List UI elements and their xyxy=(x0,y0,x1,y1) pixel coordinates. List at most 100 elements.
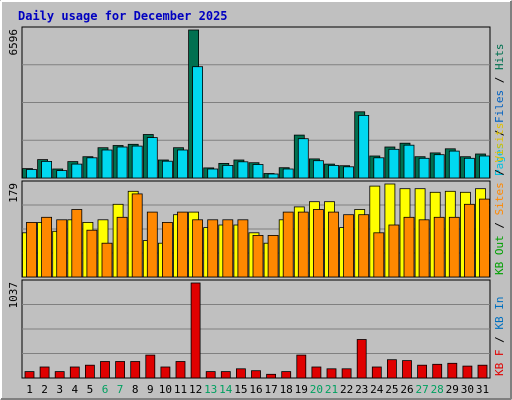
bar-sites xyxy=(56,219,68,278)
x-tick-label: 16 xyxy=(249,383,262,396)
bar-files xyxy=(403,144,415,179)
bar-files xyxy=(448,150,460,179)
bar-files xyxy=(282,168,294,179)
bar-kb-f xyxy=(115,361,125,379)
x-tick-label: 13 xyxy=(204,383,217,396)
bar-sites xyxy=(388,224,400,278)
panel-legend: KB F / KB In xyxy=(493,297,506,377)
x-tick-label: 19 xyxy=(295,383,308,396)
bar-sites xyxy=(192,219,204,278)
bar-kb-f xyxy=(386,359,397,379)
max-value-label: 6596 xyxy=(7,29,20,56)
bar-kb-f xyxy=(54,371,65,379)
bar-kb-f xyxy=(477,364,488,379)
bar-files xyxy=(479,155,490,179)
bar-sites xyxy=(373,232,385,278)
bar-files xyxy=(146,137,158,179)
bar-sites xyxy=(479,198,490,278)
x-tick-label: 18 xyxy=(280,383,293,396)
bar-kb-f xyxy=(190,282,201,379)
bar-kb-f xyxy=(356,339,367,379)
bar-files xyxy=(237,161,249,179)
panel-legend: Pages / Files / Hits xyxy=(493,44,506,177)
x-tick-label: 12 xyxy=(189,383,202,396)
bar-sites xyxy=(131,193,143,278)
bar-files xyxy=(131,145,143,179)
bar-files xyxy=(192,66,204,179)
bar-kb-f xyxy=(432,363,443,379)
bar-sites xyxy=(358,214,370,278)
panel-hits-files-pages: 6596 Pages / Files / Hits xyxy=(7,26,506,179)
x-tick-label: 28 xyxy=(431,383,444,396)
bar-files xyxy=(222,164,234,179)
bar-sites xyxy=(252,234,264,278)
x-tick-label: 20 xyxy=(310,383,323,396)
x-tick-label: 6 xyxy=(102,383,109,396)
legend-separator: / xyxy=(493,330,506,350)
x-tick-label: 10 xyxy=(159,383,172,396)
bar-kb-f xyxy=(341,368,352,379)
bar-kb-f xyxy=(311,366,322,379)
bar-files xyxy=(161,160,173,179)
legend-entry: KB In xyxy=(493,297,506,330)
bar-files xyxy=(388,148,400,179)
bar-kb-f xyxy=(447,362,458,379)
bar-sites xyxy=(177,211,188,278)
bar-sites xyxy=(433,216,445,278)
bar-sites xyxy=(282,211,294,278)
bar-kb-f xyxy=(251,370,261,379)
bar-kb-f xyxy=(266,373,277,379)
bar-sites xyxy=(116,216,128,278)
bar-kb-f xyxy=(402,360,412,379)
bar-kb-f xyxy=(175,361,186,379)
legend-separator: / xyxy=(493,162,506,182)
legend-entry: KB Out xyxy=(493,235,506,275)
bar-files xyxy=(207,168,219,179)
x-tick-label: 8 xyxy=(132,383,139,396)
bar-files xyxy=(328,164,339,179)
x-tick-label: 26 xyxy=(400,383,413,396)
x-tick-label: 2 xyxy=(41,383,48,396)
bar-sites xyxy=(207,219,219,278)
bar-sites xyxy=(41,216,52,278)
chart-panels: 6596 Pages / Files / Hits 179 KB Out / Site… xyxy=(7,26,506,379)
x-tick-label: 29 xyxy=(446,383,459,396)
bar-files xyxy=(71,163,83,179)
bar-files xyxy=(86,157,98,179)
legend-separator: / xyxy=(493,215,506,235)
legend-entry: Pages xyxy=(493,143,506,176)
bar-sites xyxy=(403,216,415,278)
bar-kb-f xyxy=(417,364,428,379)
bar-sites xyxy=(267,234,279,278)
bar-files xyxy=(343,166,355,179)
panel-legend: KB Out / Sites / Visits xyxy=(493,123,506,275)
bar-files xyxy=(252,164,264,179)
legend-entry: Sites xyxy=(493,182,506,215)
bar-sites xyxy=(297,211,309,278)
bar-files xyxy=(297,138,309,179)
bar-files xyxy=(312,160,324,179)
bar-kb-f xyxy=(100,361,110,379)
bar-kb-f xyxy=(160,366,171,379)
bar-kb-f xyxy=(24,371,35,379)
x-axis-day-labels: 1 2 3 4 5 6 7 8 9 10 11 12 13 14 15 16 17 18 19 20 21 22 23 24 2… xyxy=(26,383,489,396)
bar-sites xyxy=(101,242,113,278)
bar-files xyxy=(41,160,52,179)
bar-kb-f xyxy=(281,371,292,379)
legend-entry: KB F xyxy=(493,350,506,377)
legend-separator: / xyxy=(493,123,506,143)
bar-kb-f xyxy=(462,365,473,379)
bar-kb-f xyxy=(39,366,50,379)
bar-sites xyxy=(328,211,339,278)
legend-separator: / xyxy=(493,70,506,90)
max-value-label: 179 xyxy=(7,183,20,203)
bar-kb-f xyxy=(205,371,216,379)
x-tick-label: 17 xyxy=(264,383,277,396)
panel-kbf-kbin: 1037 KB F / KB In xyxy=(7,279,506,379)
x-tick-label: 25 xyxy=(385,383,398,396)
bar-sites xyxy=(146,211,158,278)
legend-entry: Files xyxy=(493,90,506,123)
x-tick-label: 24 xyxy=(370,383,384,396)
